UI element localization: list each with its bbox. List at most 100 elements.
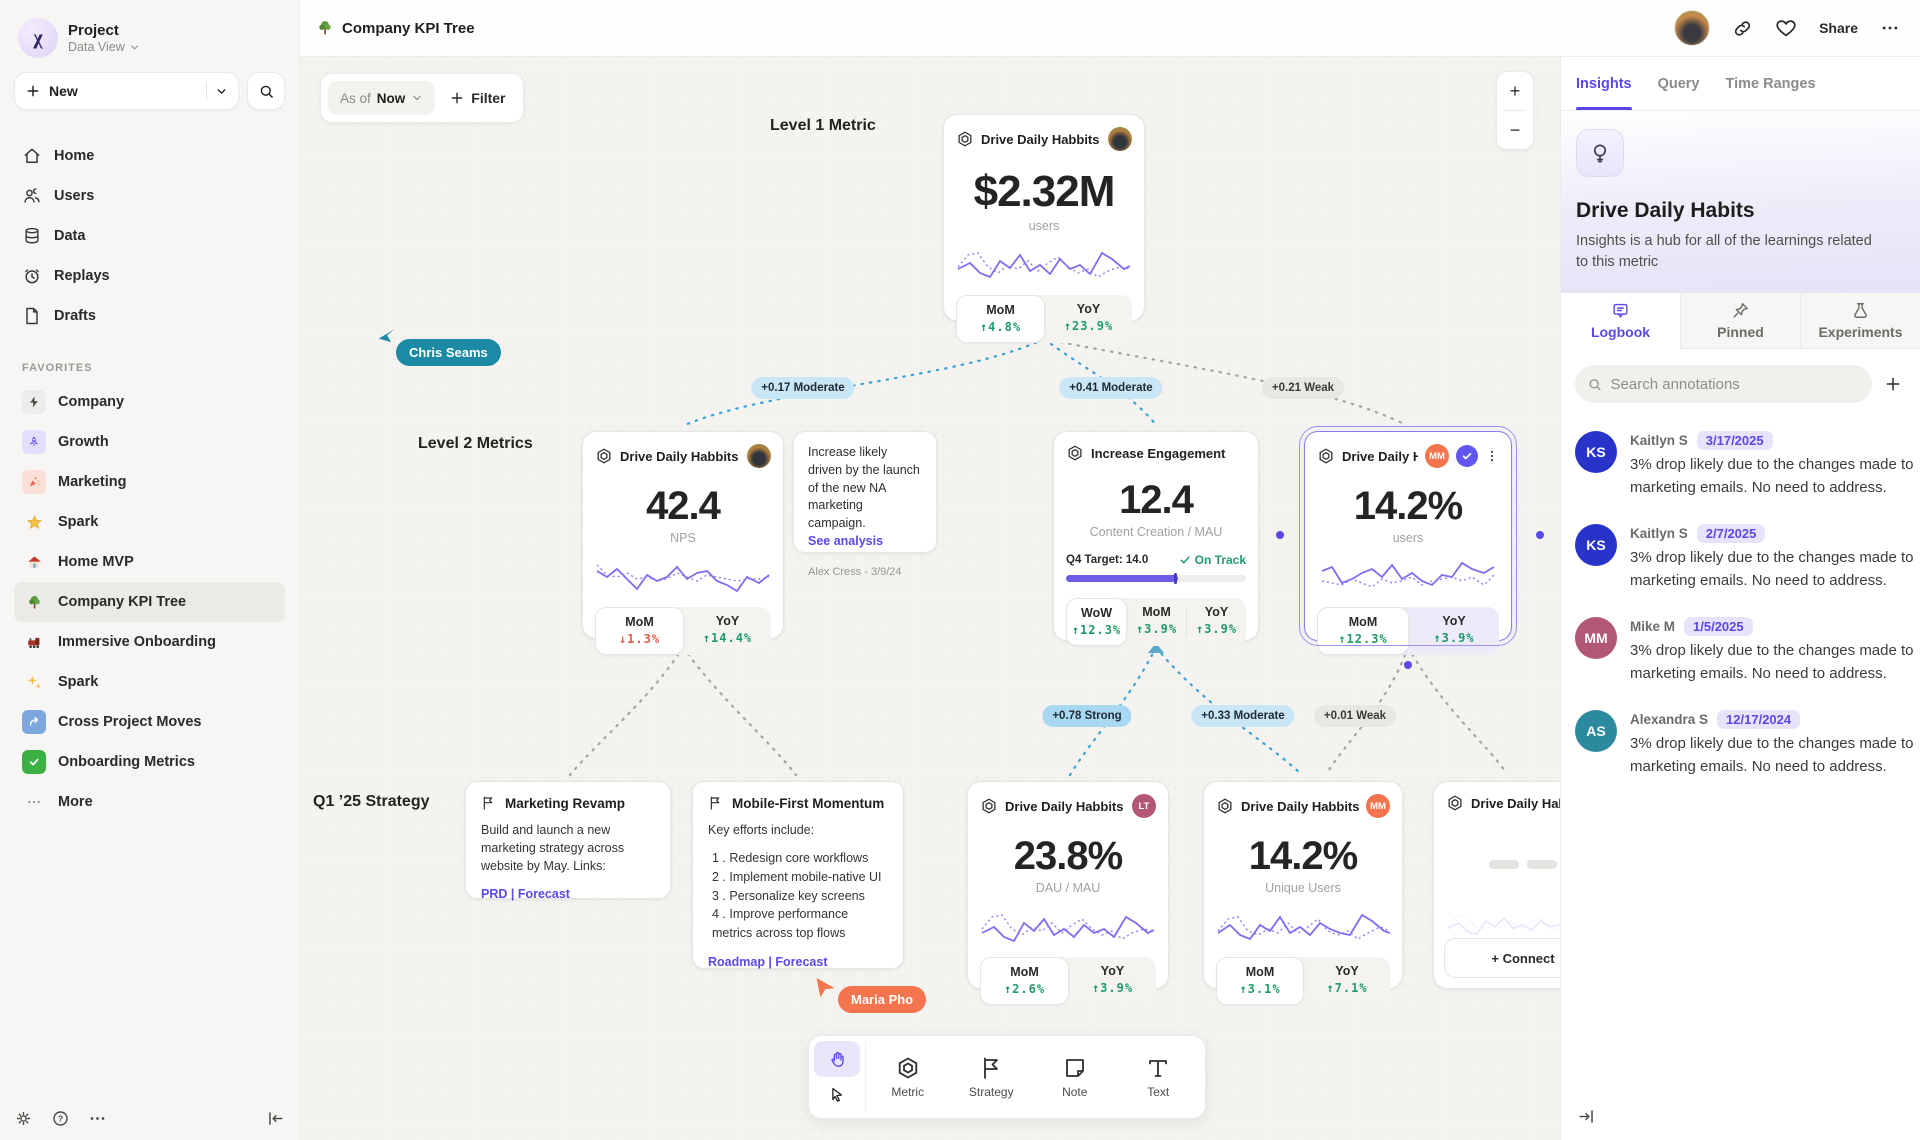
collapse-sidebar-icon[interactable] — [266, 1109, 285, 1128]
overflow-menu-icon[interactable] — [1880, 18, 1900, 38]
metric-card-l1[interactable]: Drive Daily Habbits $2.32M users MoM ↑4.… — [943, 114, 1145, 343]
owner-badge: MM — [1366, 794, 1390, 818]
more-options-icon[interactable] — [88, 1109, 107, 1128]
delta-mom[interactable]: MoM ↓1.3% — [595, 607, 684, 655]
tool-strategy[interactable]: Strategy — [950, 1041, 1034, 1113]
delta-mom[interactable]: MoM ↑3.9% — [1135, 605, 1178, 636]
sidebar-item-replays[interactable]: Replays — [14, 256, 285, 296]
metric-unit: users — [1392, 531, 1424, 545]
canvas-note[interactable]: Increase likely driven by the launch of … — [793, 431, 937, 578]
annotation-item[interactable]: KS Kaitlyn S 3/17/2025 3% drop likely du… — [1575, 431, 1914, 499]
favorite-item-home-mvp[interactable]: Home MVP — [14, 542, 285, 582]
help-icon[interactable]: ? — [51, 1109, 70, 1128]
svg-text:?: ? — [58, 1114, 63, 1124]
chevron-down-icon[interactable] — [215, 85, 228, 98]
delta-mom[interactable]: MoM ↑4.8% — [956, 295, 1045, 343]
favorite-item-spark[interactable]: Spark — [14, 502, 285, 542]
add-annotation-icon[interactable] — [1884, 375, 1902, 393]
metric-hexagon-icon — [898, 1056, 917, 1079]
annotation-item[interactable]: KS Kaitlyn S 2/7/2025 3% drop likely due… — [1575, 524, 1914, 592]
favorite-item-company-kpi-tree[interactable]: Company KPI Tree — [14, 582, 285, 622]
text-icon — [1149, 1059, 1168, 1077]
select-cursor-tool[interactable] — [814, 1077, 860, 1113]
metric-card-dau-mau[interactable]: Drive Daily Habbits LT 23.8% DAU / MAU M… — [967, 781, 1169, 1005]
strategy-links[interactable]: PRD | Forecast — [481, 887, 570, 902]
subtab-pinned[interactable]: Pinned — [1680, 293, 1800, 350]
insight-subtitle: Insights is a hub for all of the learnin… — [1576, 233, 1872, 271]
delta-wow[interactable]: WoW ↑12.3% — [1066, 598, 1127, 646]
delta-yoy[interactable]: YoY ↑3.9% — [1091, 964, 1134, 995]
metric-card-unique-users[interactable]: Drive Daily Habbits MM 14.2% Unique User… — [1203, 781, 1403, 1005]
selection-handle[interactable] — [1276, 531, 1284, 539]
zoom-in-button[interactable]: + — [1509, 80, 1521, 101]
metric-hexagon-icon — [597, 448, 611, 464]
annotation-item[interactable]: MM Mike M 1/5/2025 3% drop likely due to… — [1575, 617, 1914, 685]
verified-badge-icon — [1456, 445, 1478, 467]
selection-handle[interactable] — [1404, 661, 1412, 669]
delta-yoy[interactable]: YoY ↑14.4% — [702, 614, 753, 645]
metric-card-selected[interactable]: Drive Daily Habb.. MM 14.2% users MoM — [1299, 426, 1517, 655]
favorite-item-cross-project-moves[interactable]: Cross Project Moves — [14, 702, 285, 742]
sidebar-item-home[interactable]: Home — [14, 136, 285, 176]
copy-link-icon[interactable] — [1732, 18, 1753, 39]
tool-metric[interactable]: Metric — [866, 1041, 950, 1113]
delta-yoy[interactable]: YoY ↑7.1% — [1326, 964, 1368, 995]
user-avatar[interactable] — [1674, 10, 1711, 46]
selection-handle[interactable] — [1536, 531, 1544, 539]
favorite-item-growth[interactable]: Growth — [14, 422, 285, 462]
metric-card-partial[interactable]: Drive Daily Hab + Connect — [1433, 781, 1560, 989]
metric-card-nps[interactable]: Drive Daily Habbits 42.4 NPS MoM ↓1.3% — [582, 431, 784, 655]
pan-hand-tool[interactable] — [814, 1041, 860, 1077]
tool-note[interactable]: Note — [1033, 1041, 1117, 1113]
tab-insights[interactable]: Insights — [1576, 57, 1632, 110]
tab-time-ranges[interactable]: Time Ranges — [1725, 75, 1816, 92]
project-switcher[interactable]: χ Project Data View — [14, 14, 285, 72]
delta-mom[interactable]: MoM ↑3.1% — [1216, 957, 1304, 1005]
new-button[interactable]: New — [14, 72, 239, 110]
note-body: Increase likely driven by the launch of … — [808, 445, 920, 530]
sidebar-item-drafts[interactable]: Drafts — [14, 296, 285, 336]
favorite-item-immersive-onboarding[interactable]: Immersive Onboarding — [14, 622, 285, 662]
strategy-links[interactable]: Roadmap | Forecast — [708, 954, 828, 969]
add-filter-button[interactable]: Filter — [445, 90, 515, 106]
connect-button[interactable]: + Connect — [1444, 938, 1560, 978]
delta-yoy[interactable]: YoY ↑23.9% — [1063, 302, 1114, 333]
tool-text[interactable]: Text — [1117, 1041, 1201, 1113]
search-button[interactable] — [247, 72, 285, 110]
annotation-search[interactable] — [1575, 365, 1872, 404]
project-view-selector[interactable]: Data View — [68, 40, 140, 54]
annotation-item[interactable]: AS Alexandra S 12/17/2024 3% drop likely… — [1575, 710, 1914, 778]
kpi-tree-canvas[interactable]: As of Now Filter + − Level 1 Me — [300, 57, 1560, 1140]
strategy-card-marketing-revamp[interactable]: Marketing Revamp Build and launch a new … — [465, 781, 671, 902]
delta-yoy[interactable]: YoY ↑3.9% — [1433, 614, 1475, 645]
delta-yoy[interactable]: YoY ↑3.9% — [1195, 605, 1238, 636]
as-of-dropdown[interactable]: As of Now — [328, 81, 436, 115]
delta-mom[interactable]: MoM ↑2.6% — [980, 957, 1069, 1005]
subtab-experiments[interactable]: Experiments — [1800, 293, 1920, 350]
share-button[interactable]: Share — [1819, 20, 1858, 36]
delta-mom[interactable]: MoM ↑12.3% — [1317, 607, 1409, 655]
metric-card-title: Drive Daily Habbits — [620, 448, 739, 464]
strategy-card-mobile-first[interactable]: Mobile-First Momentum Key efforts includ… — [692, 781, 904, 969]
metric-card-engagement[interactable]: Increase Engagement 12.4 Content Creatio… — [1053, 431, 1259, 646]
favorite-item-more[interactable]: More — [14, 782, 285, 822]
strategy-label: Q1 ’25 Strategy — [313, 793, 430, 810]
subtab-logbook[interactable]: Logbook — [1561, 293, 1680, 350]
kebab-menu-icon[interactable] — [1485, 449, 1499, 463]
sidebar-item-users[interactable]: Users — [14, 176, 285, 216]
favorite-heart-icon[interactable] — [1775, 17, 1797, 39]
note-see-analysis-link[interactable]: See analysis — [808, 533, 884, 548]
settings-gear-icon[interactable] — [14, 1109, 33, 1128]
sidebar-item-data[interactable]: Data — [14, 216, 285, 256]
favorite-item-marketing[interactable]: Marketing — [14, 462, 285, 502]
favorite-item-spark-2[interactable]: Spark — [14, 662, 285, 702]
tab-query[interactable]: Query — [1657, 75, 1700, 92]
zoom-out-button[interactable]: − — [1509, 119, 1521, 140]
check-box-icon — [22, 750, 46, 774]
collapse-panel-icon[interactable] — [1577, 1107, 1596, 1126]
collapse-handle[interactable] — [1148, 643, 1164, 653]
favorite-item-label: Spark — [58, 514, 99, 530]
favorite-item-company[interactable]: Company — [14, 382, 285, 422]
favorite-item-onboarding-metrics[interactable]: Onboarding Metrics — [14, 742, 285, 782]
annotation-search-input[interactable] — [1610, 375, 1860, 393]
